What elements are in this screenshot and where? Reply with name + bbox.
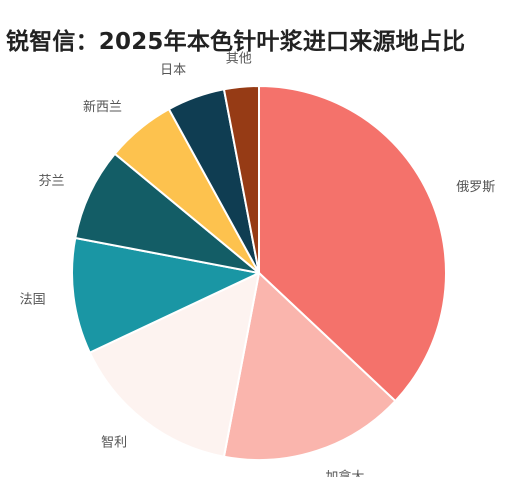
pie-labels: 俄罗斯加拿大 智利 法国 芬兰 新西兰 日本 其他 [20,52,496,477]
slice-label-5: 芬兰 [38,174,64,189]
slice-label-1: 俄罗斯 [456,180,495,195]
pie-slice-4 [71,236,260,354]
slice-label-2: 加拿大 [325,469,364,477]
chart-title: 锐智信：2025年本色针叶浆进口来源地占比 [6,29,466,55]
slice-label-3: 智利 [101,435,127,450]
pie-slices [71,85,447,461]
pie-slice-1 [258,85,447,403]
slice-label-8: 其他 [226,52,252,67]
slice-label-6: 新西兰 [83,99,122,115]
pie-slice-5 [74,152,260,274]
slice-label-4: 法国 [20,292,46,307]
pie-slice-8 [222,85,260,274]
pie-slice-2 [222,272,397,461]
slice-label-7: 日本 [160,63,186,78]
pie-slice-3 [88,272,260,458]
